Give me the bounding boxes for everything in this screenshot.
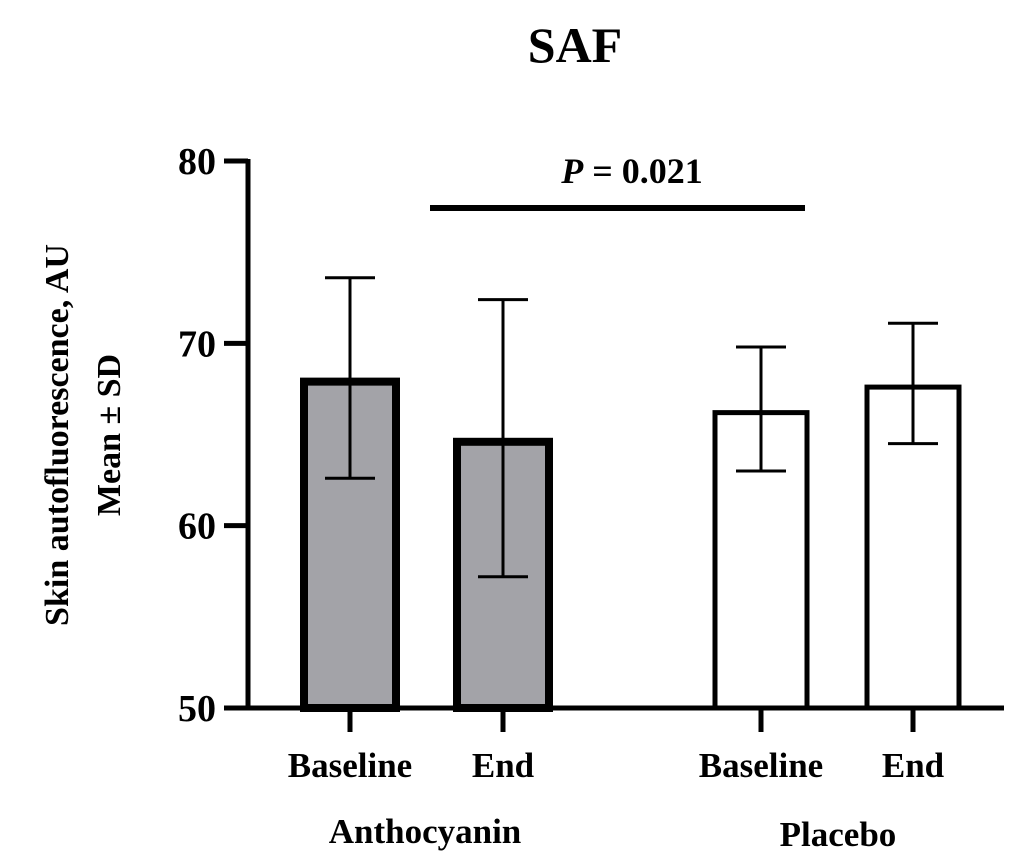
group-label-anthocyanin: Anthocyanin (329, 812, 522, 851)
y-axis-label-line2: Mean ± SD (91, 354, 128, 516)
x-tick-label: End (882, 746, 945, 785)
chart-title: SAF (528, 17, 622, 73)
y-tick-label: 80 (178, 141, 216, 183)
group-label-placebo: Placebo (780, 815, 897, 854)
p-label: P (560, 151, 584, 191)
y-tick-label: 60 (178, 506, 216, 548)
p-value-annotation: P = 0.021 (560, 151, 703, 191)
y-axis-label-line1: Skin autofluorescence, AU (39, 244, 76, 626)
x-tick-label: Baseline (288, 746, 412, 785)
y-tick-label: 70 (178, 323, 216, 365)
x-tick-label: End (472, 746, 535, 785)
x-tick-label: Baseline (699, 746, 823, 785)
p-value: = 0.021 (592, 151, 703, 191)
y-tick-label: 50 (178, 688, 216, 730)
